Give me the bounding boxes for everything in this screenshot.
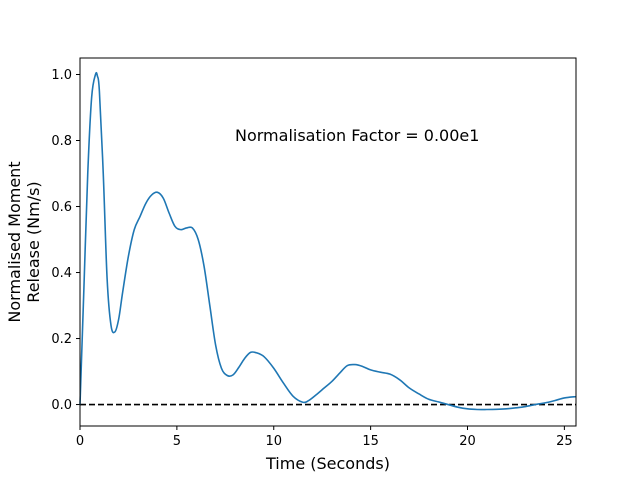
x-tick-label: 5 (173, 434, 181, 449)
x-tick-label: 20 (459, 434, 476, 449)
y-tick-label: 1.0 (51, 68, 72, 83)
y-tick-label: 0.2 (51, 332, 72, 347)
x-axis-ticks: 0 5 10 15 20 25 (76, 426, 573, 449)
y-tick-label: 0.8 (51, 134, 72, 149)
normalisation-factor-annotation: Normalisation Factor = 0.00e1 (235, 126, 479, 145)
y-tick-label: 0.0 (51, 398, 72, 413)
x-tick-label: 10 (265, 434, 282, 449)
series-line (79, 71, 577, 411)
x-tick-label: 15 (362, 434, 379, 449)
y-tick-label: 0.4 (51, 266, 72, 281)
y-tick-label: 0.6 (51, 200, 72, 215)
x-tick-label: 0 (76, 434, 84, 449)
x-axis-label: Time (Seconds) (265, 454, 390, 473)
plot-frame (79, 57, 577, 427)
y-axis-label: Normalised Moment Release (Nm/s) (5, 161, 43, 322)
y-axis-ticks: 0.0 0.2 0.4 0.6 0.8 1.0 (51, 68, 80, 413)
y-axis-label-line-2: Release (Nm/s) (24, 181, 43, 302)
x-tick-label: 25 (556, 434, 573, 449)
y-axis-label-line-1: Normalised Moment (5, 161, 24, 322)
